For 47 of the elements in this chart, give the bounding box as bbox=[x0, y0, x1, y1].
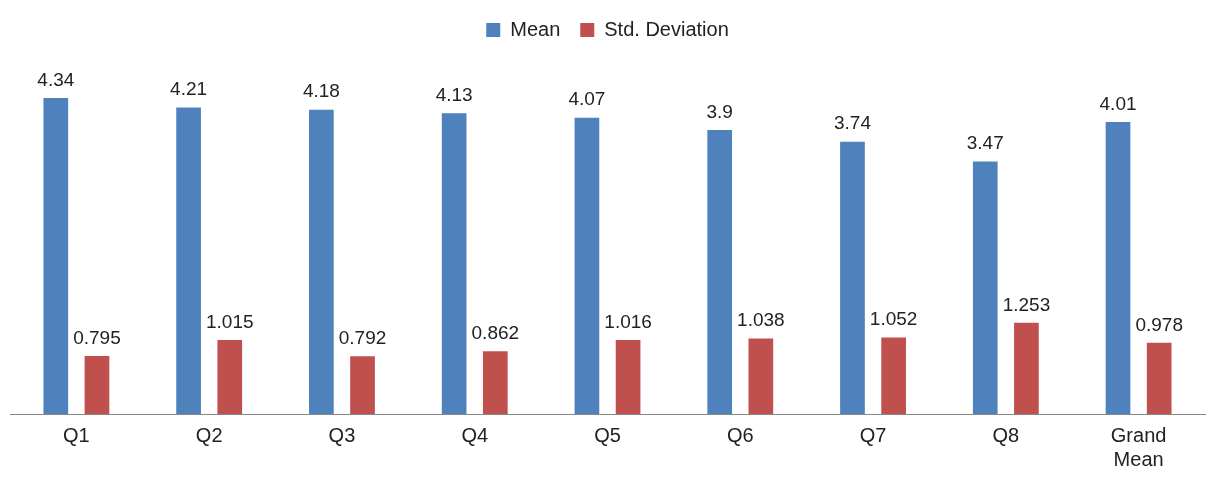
x-tick-label: Q8 bbox=[992, 423, 1020, 446]
bar bbox=[615, 340, 641, 414]
x-tick-label: Q2 bbox=[195, 423, 223, 446]
bar bbox=[217, 340, 243, 414]
bar bbox=[482, 351, 508, 414]
data-label: 0.795 bbox=[73, 326, 121, 348]
bar bbox=[176, 107, 201, 414]
data-label: 0.978 bbox=[1135, 313, 1183, 335]
x-tick-label: Q3 bbox=[328, 423, 356, 446]
bar bbox=[881, 337, 906, 414]
data-label: 4.18 bbox=[302, 80, 340, 102]
x-tick-label: Grand Mean bbox=[1110, 423, 1167, 470]
data-label: 0.792 bbox=[338, 327, 387, 349]
data-label: 3.9 bbox=[706, 100, 733, 122]
bar bbox=[1105, 122, 1131, 414]
bar bbox=[84, 356, 110, 414]
data-label: 1.052 bbox=[869, 308, 918, 330]
x-tick-label: Q6 bbox=[726, 423, 754, 446]
bar bbox=[1014, 322, 1039, 414]
legend-label: Std. Deviation bbox=[604, 17, 729, 40]
data-label: 3.74 bbox=[833, 112, 872, 134]
data-label: 1.015 bbox=[205, 310, 254, 332]
data-label: 4.01 bbox=[1099, 92, 1137, 114]
bar bbox=[972, 161, 998, 414]
x-tick-label: Q5 bbox=[594, 423, 621, 446]
data-label: 4.21 bbox=[170, 78, 208, 100]
bar bbox=[1146, 342, 1172, 414]
data-label: 0.862 bbox=[471, 321, 520, 343]
bar bbox=[707, 130, 733, 414]
legend-label: Mean bbox=[510, 17, 561, 40]
bar bbox=[43, 98, 69, 414]
data-label: 4.07 bbox=[568, 88, 606, 110]
bar bbox=[441, 113, 467, 414]
data-label: 4.13 bbox=[435, 84, 473, 106]
bar bbox=[350, 356, 375, 414]
data-label: 1.253 bbox=[1002, 293, 1051, 315]
x-tick-label: Q4 bbox=[461, 423, 489, 446]
bar bbox=[748, 338, 774, 414]
data-label: 1.038 bbox=[737, 309, 785, 331]
x-tick-label: Q7 bbox=[859, 423, 887, 446]
data-label: 3.47 bbox=[966, 132, 1004, 154]
bar bbox=[309, 109, 334, 414]
x-tick-label: Q1 bbox=[63, 423, 90, 446]
data-label: 1.016 bbox=[604, 310, 652, 332]
bar bbox=[574, 117, 600, 414]
bar bbox=[840, 141, 865, 414]
data-label: 4.34 bbox=[37, 68, 75, 90]
